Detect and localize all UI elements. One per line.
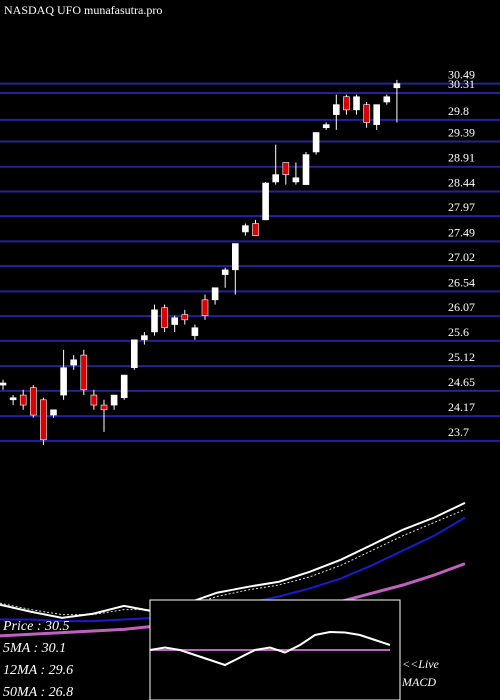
candle-body <box>393 83 401 89</box>
y-tick-label: 28.44 <box>448 175 475 189</box>
candle-body <box>151 309 158 333</box>
candle-body <box>363 104 370 123</box>
candle-body <box>262 182 269 221</box>
candle-body <box>242 225 249 233</box>
candle-body <box>80 354 88 391</box>
legend-entry: 5MA : 30.1 <box>3 641 66 656</box>
candle-body <box>211 287 219 301</box>
y-tick-label: 25.6 <box>448 325 469 339</box>
candle-body <box>312 132 320 153</box>
legend-entry: 50MA : 26.8 <box>3 685 73 700</box>
candle-body <box>120 374 128 398</box>
ma-line <box>0 508 466 616</box>
y-tick-label: 30.31 <box>448 77 475 91</box>
candle-body <box>100 404 108 411</box>
candle-body <box>9 397 17 401</box>
y-tick-label: 24.65 <box>448 375 475 389</box>
candle-body <box>322 124 330 129</box>
y-tick-label: 28.91 <box>448 151 475 165</box>
y-tick-label: 29.8 <box>448 104 469 118</box>
candle-body <box>131 339 138 369</box>
candle-body <box>161 307 168 329</box>
y-tick-label: 23.7 <box>448 425 469 439</box>
candle-body <box>60 367 67 396</box>
chart-title: NASDAQ UFO munafasutra.pro <box>4 3 162 17</box>
macd-line <box>149 630 391 667</box>
candle-body <box>201 299 209 316</box>
y-tick-label: 26.54 <box>448 275 475 289</box>
candle-body <box>272 174 280 183</box>
y-tick-label: 25.12 <box>448 350 475 364</box>
candle-body <box>90 394 98 406</box>
y-tick-label: 30.49 <box>448 68 475 82</box>
candle-body <box>110 394 118 406</box>
candle-body <box>0 382 7 386</box>
candle-body <box>343 96 350 111</box>
y-tick-label: 27.97 <box>448 200 475 214</box>
ma-line <box>0 501 466 619</box>
y-tick-label: 27.49 <box>448 225 475 239</box>
candle-body <box>19 394 27 406</box>
candle-body <box>50 409 57 416</box>
candle-body <box>232 243 239 271</box>
candle-body <box>221 269 229 275</box>
y-tick-label: 24.17 <box>448 400 475 414</box>
y-tick-label: 27.02 <box>448 250 475 264</box>
candle-body <box>29 387 37 416</box>
candle-body <box>40 399 47 441</box>
y-tick-label: 26.07 <box>448 300 475 314</box>
candle-body <box>302 154 310 185</box>
candle-body <box>141 335 148 341</box>
candle-body <box>171 317 178 325</box>
legend-entry: Price : 30.5 <box>2 619 69 634</box>
candle-body <box>373 104 381 125</box>
y-tick-label: 29.39 <box>448 125 475 139</box>
macd-label: MACD <box>401 675 436 689</box>
candle-body <box>383 96 391 103</box>
candle-body <box>181 314 189 321</box>
candle-body <box>292 177 300 183</box>
candle-body <box>252 223 259 236</box>
candle-body <box>332 104 340 115</box>
legend-entry: 12MA : 29.6 <box>3 663 73 678</box>
candle-body <box>353 96 360 111</box>
live-label: <<Live <box>402 657 440 671</box>
candle-body <box>191 327 199 336</box>
candle-body <box>70 359 77 366</box>
candle-body <box>282 162 290 175</box>
